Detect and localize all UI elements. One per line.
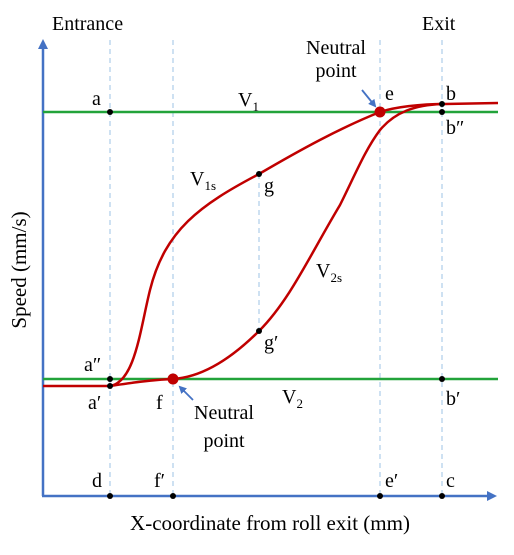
v2s-label: V2s	[316, 260, 342, 285]
y-axis-title: Speed (mm/s)	[7, 211, 31, 328]
point-g-dot	[256, 171, 262, 177]
neutral-point-top-label-line1: Neutral	[306, 37, 366, 59]
point-g-label: g	[264, 175, 274, 197]
v1s-curve	[43, 101, 499, 388]
point-a-prime-label: a′	[88, 392, 101, 414]
v1s-label: V1s	[190, 168, 216, 193]
point-f-label: f	[156, 392, 163, 414]
point-f-prime-dot	[170, 493, 176, 499]
point-a-prime-dot	[107, 383, 113, 389]
v2s-label-sub: 2s	[330, 270, 342, 285]
neutral-point-bottom-arrow	[178, 385, 194, 401]
neutral-point-e-marker	[374, 106, 386, 118]
point-b-prime-label: b′	[446, 388, 460, 410]
v2-label: V2	[282, 386, 303, 411]
v2s-label-main: V	[316, 260, 331, 282]
point-g-prime-label: g′	[264, 332, 278, 354]
point-d-label: d	[92, 470, 102, 492]
point-a-dot	[107, 109, 113, 115]
entrance-label: Entrance	[52, 13, 123, 35]
v2-label-main: V	[282, 386, 297, 408]
v2-label-sub: 2	[296, 396, 303, 411]
point-b-double-prime-label: b″	[446, 117, 464, 139]
point-a-double-prime-label: a″	[84, 354, 101, 376]
v1-label-main: V	[238, 89, 253, 111]
point-b-double-prime-dot	[439, 109, 445, 115]
neutral-point-top-arrow	[361, 89, 377, 108]
neutral-point-top-label-line2: point	[315, 60, 357, 82]
point-e-label: e	[385, 83, 394, 105]
point-g-prime-dot	[256, 328, 262, 334]
point-e-prime-dot	[377, 493, 383, 499]
point-b-dot	[439, 101, 445, 107]
point-a-double-prime-dot	[107, 376, 113, 382]
x-axis-title: X-coordinate from roll exit (mm)	[130, 511, 410, 535]
neutral-point-bottom-label-line2: point	[203, 430, 245, 452]
exit-label: Exit	[422, 13, 456, 35]
v1s-label-sub: 1s	[204, 178, 216, 193]
v1s-label-main: V	[190, 168, 205, 190]
v1-label-sub: 1	[252, 99, 259, 114]
v1-label: V1	[238, 89, 259, 114]
point-e-prime-label: e′	[385, 470, 398, 492]
point-markers	[107, 101, 445, 499]
point-c-dot	[439, 493, 445, 499]
point-d-dot	[107, 493, 113, 499]
point-c-label: c	[446, 470, 455, 492]
point-b-label: b	[446, 83, 456, 105]
neutral-point-f-marker	[167, 373, 179, 385]
point-f-prime-label: f′	[154, 470, 165, 492]
point-a-label: a	[92, 88, 101, 110]
neutral-point-bottom-label-line1: Neutral	[194, 402, 254, 424]
point-b-prime-dot	[439, 376, 445, 382]
